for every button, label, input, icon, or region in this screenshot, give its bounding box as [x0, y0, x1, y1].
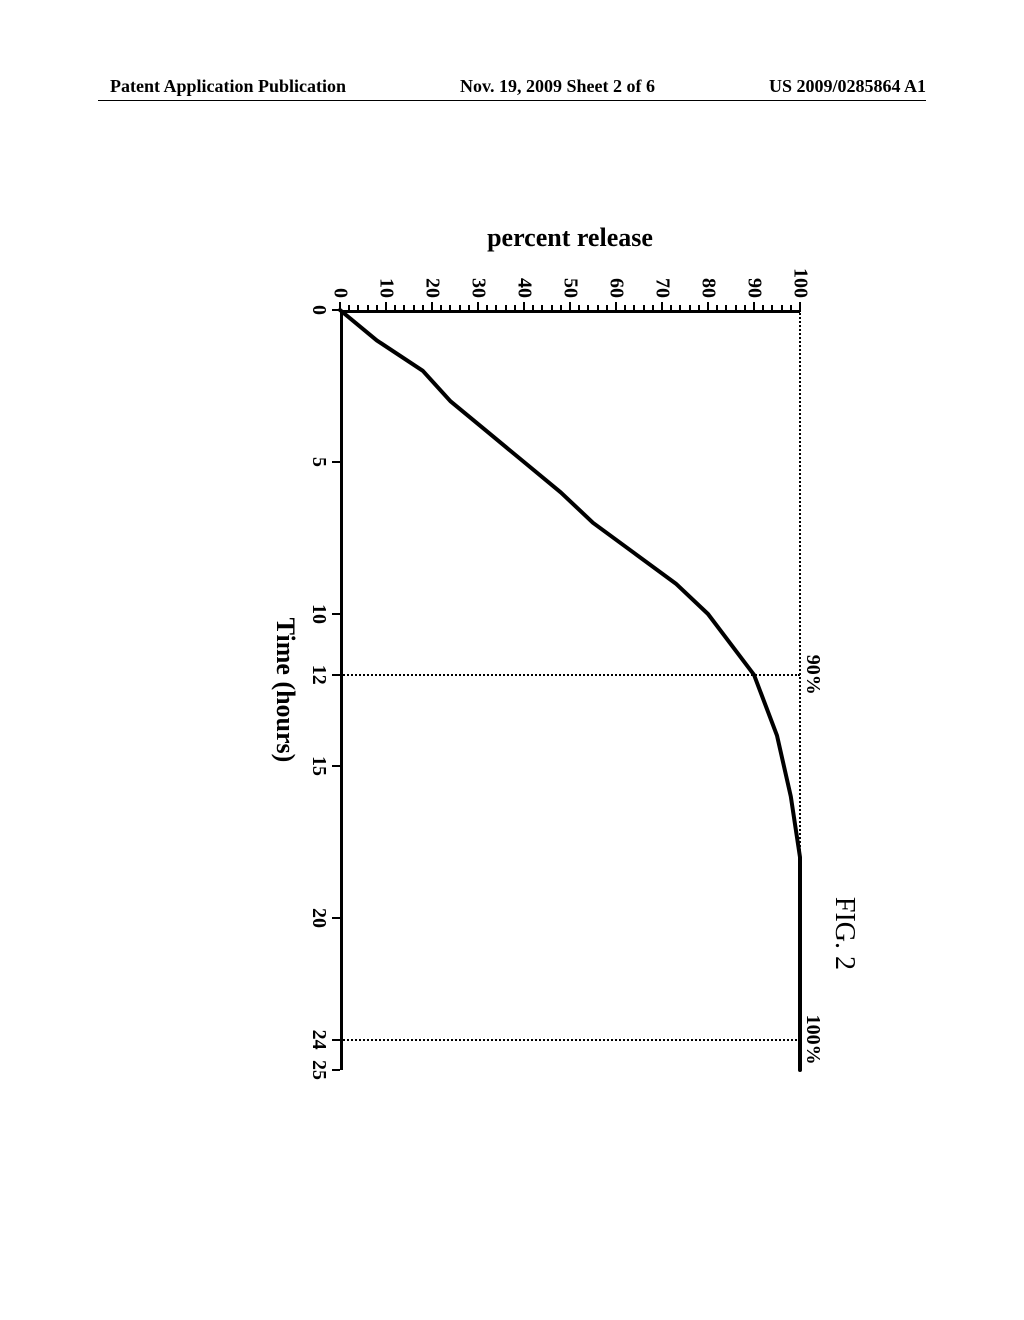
reference-line	[340, 674, 800, 676]
y-axis-label: percent release	[487, 223, 653, 253]
y-tick	[477, 302, 479, 310]
y-tick-label: 50	[559, 278, 582, 298]
header-center: Nov. 19, 2009 Sheet 2 of 6	[460, 76, 655, 97]
y-tick-minor	[643, 305, 645, 310]
y-tick	[615, 302, 617, 310]
x-tick	[332, 674, 340, 676]
y-tick-minor	[560, 305, 562, 310]
figure-rotated: FIG. 2 percent release Time (hours) 0102…	[220, 190, 860, 1170]
y-tick-label: 80	[697, 278, 720, 298]
y-tick-minor	[670, 305, 672, 310]
y-tick-label: 0	[329, 288, 352, 298]
y-tick-label: 40	[513, 278, 536, 298]
y-tick-minor	[551, 305, 553, 310]
header-right: US 2009/0285864 A1	[769, 76, 926, 97]
y-tick-minor	[440, 305, 442, 310]
y-tick-minor	[468, 305, 470, 310]
y-tick-minor	[744, 305, 746, 310]
x-tick	[332, 461, 340, 463]
reference-line	[340, 1039, 800, 1041]
reference-annotation: 90%	[801, 655, 824, 695]
reference-line-top	[799, 310, 801, 1070]
y-tick-minor	[790, 305, 792, 310]
y-tick-minor	[578, 305, 580, 310]
y-tick-minor	[606, 305, 608, 310]
x-axis-label: Time (hours)	[270, 618, 300, 763]
y-tick-minor	[771, 305, 773, 310]
x-tick	[332, 765, 340, 767]
y-tick-minor	[716, 305, 718, 310]
y-tick	[707, 302, 709, 310]
y-tick-label: 70	[651, 278, 674, 298]
x-tick-label: 0	[307, 305, 330, 315]
y-tick-minor	[689, 305, 691, 310]
y-tick-minor	[486, 305, 488, 310]
y-tick-minor	[541, 305, 543, 310]
y-tick-minor	[495, 305, 497, 310]
y-tick-label: 30	[467, 278, 490, 298]
y-tick-minor	[403, 305, 405, 310]
x-tick-label: 20	[307, 908, 330, 928]
y-tick-minor	[652, 305, 654, 310]
y-tick-minor	[422, 305, 424, 310]
x-tick-label: 5	[307, 457, 330, 467]
y-tick-minor	[698, 305, 700, 310]
figure-title: FIG. 2	[828, 897, 860, 970]
y-tick	[385, 302, 387, 310]
x-tick	[332, 613, 340, 615]
y-tick-minor	[394, 305, 396, 310]
data-curve	[340, 310, 800, 1070]
y-tick	[661, 302, 663, 310]
y-tick-minor	[367, 305, 369, 310]
reference-annotation: 100%	[801, 1015, 824, 1065]
header-left: Patent Application Publication	[110, 76, 346, 97]
y-tick-minor	[532, 305, 534, 310]
y-tick-minor	[449, 305, 451, 310]
y-tick-minor	[762, 305, 764, 310]
y-tick-minor	[505, 305, 507, 310]
y-tick-label: 60	[605, 278, 628, 298]
x-tick	[332, 1069, 340, 1071]
y-tick	[799, 302, 801, 310]
y-tick-minor	[348, 305, 350, 310]
chart-plot-area: 01020304050607080901000510121520242590%1…	[340, 310, 800, 1070]
x-tick	[332, 917, 340, 919]
y-tick-label: 100	[789, 268, 812, 298]
y-tick-label: 90	[743, 278, 766, 298]
x-tick-label: 24	[307, 1030, 330, 1050]
y-tick	[569, 302, 571, 310]
y-tick-minor	[633, 305, 635, 310]
y-tick	[753, 302, 755, 310]
y-tick-minor	[357, 305, 359, 310]
x-tick	[332, 309, 340, 311]
x-tick-label: 15	[307, 756, 330, 776]
y-tick-minor	[376, 305, 378, 310]
y-tick-minor	[587, 305, 589, 310]
y-tick-minor	[459, 305, 461, 310]
y-tick-minor	[781, 305, 783, 310]
page-header: Patent Application Publication Nov. 19, …	[0, 76, 1024, 97]
x-tick-label: 10	[307, 604, 330, 624]
y-tick-minor	[679, 305, 681, 310]
y-tick-minor	[735, 305, 737, 310]
y-tick-label: 10	[375, 278, 398, 298]
x-tick-label: 12	[307, 665, 330, 685]
series-line	[340, 310, 800, 1070]
y-tick-label: 20	[421, 278, 444, 298]
y-tick-minor	[514, 305, 516, 310]
y-tick-minor	[597, 305, 599, 310]
y-tick-minor	[725, 305, 727, 310]
y-tick	[431, 302, 433, 310]
x-tick-label: 25	[307, 1060, 330, 1080]
y-tick-minor	[624, 305, 626, 310]
y-tick	[523, 302, 525, 310]
header-rule	[98, 100, 926, 101]
x-tick	[332, 1039, 340, 1041]
figure-container: FIG. 2 percent release Time (hours) 0102…	[220, 190, 860, 1170]
y-tick-minor	[413, 305, 415, 310]
